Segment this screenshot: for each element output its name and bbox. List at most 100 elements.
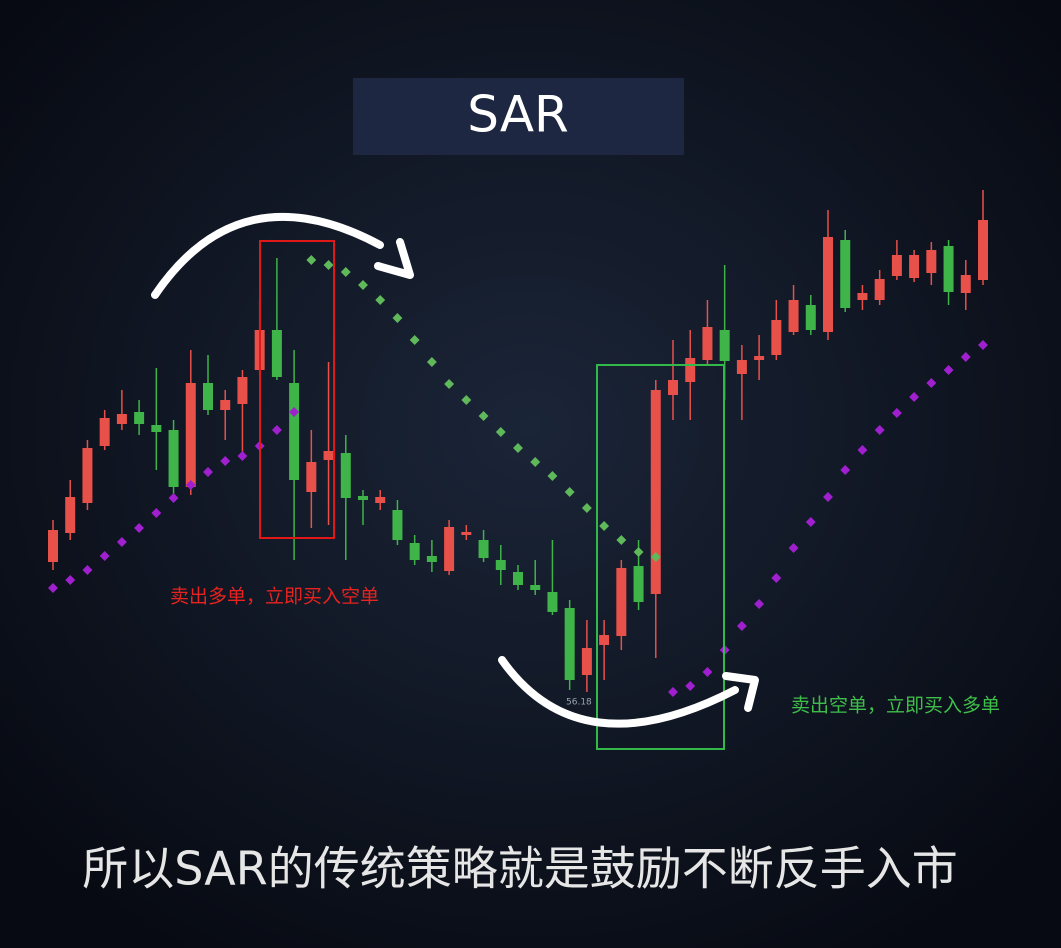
sar-dot bbox=[185, 480, 196, 490]
annotation: 卖出空单，立即买入多单 bbox=[791, 695, 1000, 717]
candle-body bbox=[289, 383, 300, 480]
annotation: 卖出多单，立即买入空单 bbox=[170, 586, 379, 608]
sar-dot bbox=[220, 456, 231, 466]
candle-body bbox=[409, 543, 420, 560]
candle-body bbox=[444, 527, 455, 571]
candle-body bbox=[857, 293, 868, 300]
candle-body bbox=[650, 390, 661, 594]
sar-dot bbox=[754, 599, 765, 609]
candle-body bbox=[702, 327, 713, 360]
sar-dot bbox=[168, 493, 179, 503]
candle-body bbox=[271, 330, 282, 377]
candle-body bbox=[220, 400, 231, 410]
candle-body bbox=[358, 496, 368, 500]
sar-dot bbox=[48, 583, 58, 593]
sar-dot bbox=[306, 255, 317, 265]
sar-dot bbox=[909, 392, 920, 402]
arrow-head bbox=[722, 672, 759, 712]
sar-dot bbox=[237, 451, 248, 461]
candle-body bbox=[65, 497, 76, 533]
candle-body bbox=[513, 572, 523, 585]
sar-dot bbox=[978, 340, 988, 350]
candle-body bbox=[616, 568, 627, 636]
candle-body bbox=[478, 540, 489, 558]
candle-body bbox=[564, 608, 575, 680]
sar-dot bbox=[82, 565, 93, 575]
candle-body bbox=[48, 530, 58, 562]
candle-body bbox=[323, 451, 334, 460]
candle-body bbox=[168, 430, 179, 487]
sar-dot bbox=[564, 487, 575, 497]
sar-dot bbox=[495, 427, 506, 437]
candle-body bbox=[530, 585, 541, 590]
sar-dot bbox=[599, 521, 610, 531]
candle-body bbox=[134, 412, 145, 424]
chart-title: SAR bbox=[467, 86, 569, 144]
sar-dot bbox=[685, 681, 696, 691]
candle-body bbox=[771, 320, 782, 355]
candle-body bbox=[340, 453, 351, 498]
sar-dot bbox=[702, 667, 713, 677]
arrow-head bbox=[374, 238, 414, 279]
candle-body bbox=[719, 330, 730, 361]
sar-dot bbox=[633, 547, 644, 557]
candle-body bbox=[823, 237, 833, 332]
candle-body bbox=[805, 305, 816, 330]
sar-dot bbox=[358, 280, 368, 290]
sar-dot bbox=[788, 543, 799, 553]
sar-dot bbox=[891, 408, 902, 418]
candle-body bbox=[736, 360, 747, 374]
sar-dot bbox=[736, 621, 747, 631]
sar-dot bbox=[340, 267, 351, 277]
sar-dot bbox=[650, 552, 661, 562]
highlight-box bbox=[259, 240, 335, 539]
sar-dot bbox=[271, 425, 282, 435]
sar-dot bbox=[99, 551, 110, 561]
sar-dot bbox=[134, 523, 145, 533]
sar-dot bbox=[478, 411, 489, 421]
candle-body bbox=[754, 356, 765, 360]
candle-body bbox=[495, 560, 506, 570]
candle-body bbox=[978, 220, 988, 280]
sar-dot bbox=[840, 465, 851, 475]
sar-dot bbox=[289, 407, 300, 417]
title-box bbox=[353, 78, 684, 155]
candle-body bbox=[99, 418, 110, 446]
sar-dot bbox=[530, 457, 541, 467]
candle-body bbox=[633, 566, 644, 602]
sar-dot bbox=[65, 575, 76, 585]
candle-body bbox=[185, 383, 196, 487]
sar-dot bbox=[426, 357, 437, 367]
candle-body bbox=[392, 510, 403, 540]
candle-body bbox=[874, 279, 885, 300]
highlight-box bbox=[596, 364, 725, 750]
candle-body bbox=[599, 635, 610, 645]
candle-body bbox=[840, 240, 851, 308]
candle-body bbox=[926, 250, 937, 273]
sar-dot bbox=[926, 378, 937, 388]
price-label: 56.18 bbox=[566, 698, 592, 708]
candle-body bbox=[237, 377, 248, 404]
sar-dot bbox=[323, 260, 334, 270]
candle-body bbox=[960, 275, 971, 293]
sar-dot bbox=[874, 425, 885, 435]
sar-dot bbox=[823, 492, 833, 502]
arrow bbox=[151, 212, 384, 299]
candle-body bbox=[116, 414, 127, 424]
sar-dot bbox=[943, 365, 954, 375]
candle-body bbox=[82, 448, 93, 503]
candle-body bbox=[788, 300, 799, 332]
candle-body bbox=[891, 255, 902, 276]
sar-dot bbox=[151, 508, 162, 518]
sar-dot bbox=[581, 503, 592, 513]
candle-body bbox=[943, 246, 954, 292]
sar-dot bbox=[668, 687, 678, 697]
caption: 所以SAR的传统策略就是鼓励不断反手入市 bbox=[82, 842, 957, 896]
candle-body bbox=[203, 383, 213, 410]
sar-dot bbox=[857, 445, 868, 455]
sar-dot bbox=[375, 295, 386, 305]
sar-dot bbox=[513, 443, 523, 453]
sar-dot bbox=[805, 517, 816, 527]
candle-body bbox=[375, 497, 386, 503]
